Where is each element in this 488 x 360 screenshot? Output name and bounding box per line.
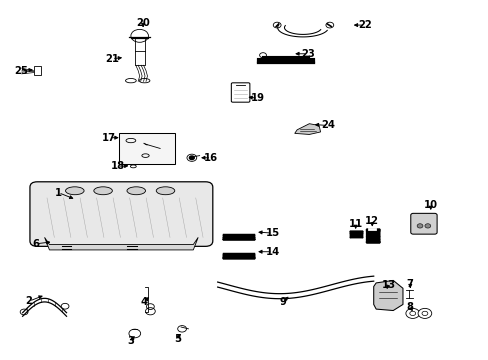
Text: 2: 2 [25, 296, 32, 306]
FancyBboxPatch shape [231, 83, 249, 102]
Ellipse shape [127, 187, 145, 195]
Text: 5: 5 [174, 333, 181, 343]
Text: 15: 15 [265, 228, 279, 238]
Polygon shape [373, 280, 402, 311]
Text: 13: 13 [381, 280, 394, 290]
Circle shape [417, 309, 431, 319]
Text: 23: 23 [301, 49, 314, 59]
Text: 6: 6 [32, 239, 39, 249]
Text: 24: 24 [321, 121, 335, 130]
Text: 12: 12 [365, 216, 379, 226]
Text: 14: 14 [265, 247, 279, 257]
Circle shape [405, 309, 419, 319]
Text: 18: 18 [110, 161, 124, 171]
Ellipse shape [94, 187, 112, 195]
Text: 7: 7 [406, 279, 413, 289]
Text: 17: 17 [102, 133, 116, 143]
Text: 8: 8 [406, 302, 413, 312]
Text: 11: 11 [348, 219, 362, 229]
Bar [119, 134, 174, 164]
Ellipse shape [156, 187, 174, 195]
Text: 1: 1 [55, 188, 61, 198]
FancyBboxPatch shape [410, 213, 436, 234]
Text: 16: 16 [204, 153, 218, 163]
Text: 9: 9 [279, 297, 285, 307]
Text: 20: 20 [136, 18, 150, 28]
Ellipse shape [65, 187, 84, 195]
Text: 10: 10 [423, 200, 437, 210]
FancyBboxPatch shape [30, 182, 212, 246]
Circle shape [416, 224, 422, 228]
Polygon shape [294, 124, 320, 134]
Text: 25: 25 [14, 66, 28, 76]
Text: 19: 19 [251, 93, 264, 103]
Polygon shape [44, 237, 198, 250]
Circle shape [189, 156, 194, 159]
Text: 21: 21 [104, 54, 119, 64]
Text: 22: 22 [358, 20, 371, 30]
Text: 3: 3 [127, 336, 134, 346]
Text: 4: 4 [141, 297, 148, 307]
Bar [34, 66, 41, 75]
Circle shape [424, 224, 430, 228]
